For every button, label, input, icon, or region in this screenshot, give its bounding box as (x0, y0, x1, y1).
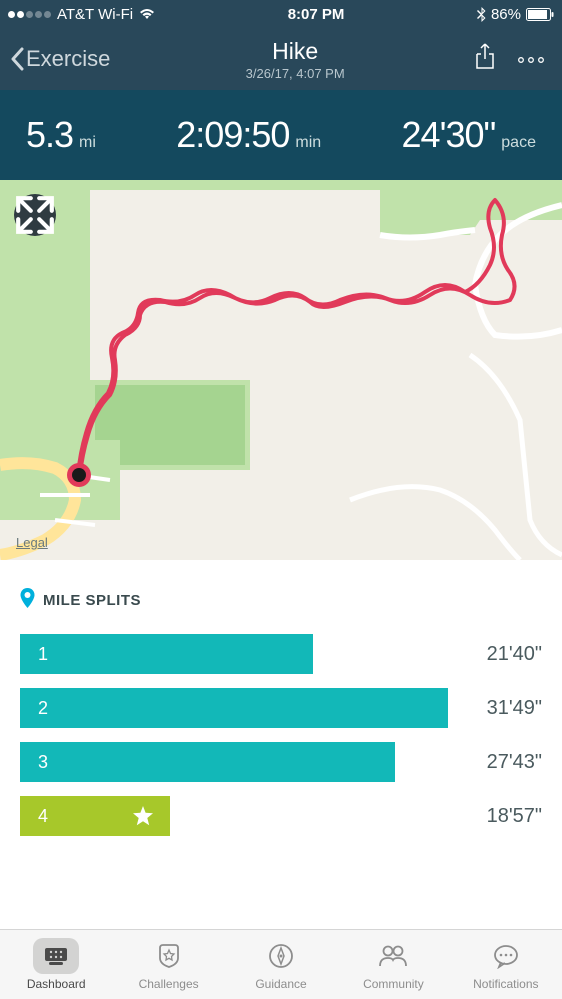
star-icon (132, 805, 154, 827)
splits-header: MILE SPLITS (20, 588, 542, 613)
split-time: 18'57" (462, 805, 542, 828)
distance-unit: mi (79, 134, 96, 152)
signal-dots (8, 11, 51, 18)
status-time: 8:07 PM (155, 6, 477, 23)
split-time: 27'43" (462, 751, 542, 774)
stats-bar: 5.3 mi 2:09:50 min 24'30" pace (0, 90, 562, 180)
page-title: Hike (116, 38, 474, 65)
more-button[interactable] (518, 50, 544, 68)
battery-icon (526, 8, 554, 21)
tab-label: Dashboard (27, 977, 86, 991)
notifications-icon (492, 943, 520, 969)
chevron-left-icon (10, 47, 24, 71)
back-label: Exercise (26, 46, 110, 72)
pace-stat: 24'30" pace (402, 114, 536, 156)
header: Exercise Hike 3/26/17, 4:07 PM (0, 28, 562, 90)
split-row: 2 31'49" (20, 685, 542, 731)
split-bar: 3 (20, 742, 395, 782)
back-button[interactable]: Exercise (4, 42, 116, 76)
status-right: 86% (477, 6, 554, 23)
split-bar: 4 (20, 796, 170, 836)
mile-splits-section: MILE SPLITS 1 21'40" 2 31'49" 3 27'43" 4 18'57" (0, 560, 562, 839)
tab-challenges[interactable]: Challenges (112, 930, 224, 999)
splits-title: MILE SPLITS (43, 592, 141, 609)
battery-percent: 86% (491, 6, 521, 23)
page-subtitle: 3/26/17, 4:07 PM (116, 66, 474, 81)
share-button[interactable] (474, 43, 496, 76)
split-time: 21'40" (462, 643, 542, 666)
tab-guidance[interactable]: Guidance (225, 930, 337, 999)
challenges-icon (155, 942, 183, 970)
pin-icon (20, 588, 35, 613)
distance-value: 5.3 (26, 114, 73, 156)
expand-map-button[interactable] (14, 194, 56, 236)
community-icon (377, 943, 409, 969)
map-canvas (0, 180, 562, 560)
dashboard-icon (41, 943, 71, 969)
split-bar: 1 (20, 634, 313, 674)
tab-community[interactable]: Community (337, 930, 449, 999)
status-left: AT&T Wi-Fi (8, 6, 155, 23)
tab-notifications[interactable]: Notifications (450, 930, 562, 999)
bluetooth-icon (477, 7, 486, 22)
duration-unit: min (295, 134, 321, 152)
header-center: Hike 3/26/17, 4:07 PM (116, 38, 474, 81)
tab-label: Challenges (139, 977, 199, 991)
guidance-icon (267, 942, 295, 970)
splits-rows: 1 21'40" 2 31'49" 3 27'43" 4 18'57" (20, 631, 542, 839)
map-legal-link[interactable]: Legal (16, 535, 48, 550)
tab-dashboard[interactable]: Dashboard (0, 930, 112, 999)
pace-unit: pace (501, 134, 536, 152)
distance-stat: 5.3 mi (26, 114, 96, 156)
pace-value: 24'30" (402, 114, 496, 156)
split-row: 1 21'40" (20, 631, 542, 677)
split-bar: 2 (20, 688, 448, 728)
duration-value: 2:09:50 (176, 114, 289, 156)
split-row: 3 27'43" (20, 739, 542, 785)
route-map[interactable]: Legal (0, 180, 562, 560)
tab-label: Community (363, 977, 424, 991)
wifi-icon (139, 8, 155, 20)
duration-stat: 2:09:50 min (176, 114, 321, 156)
tab-bar: Dashboard Challenges Guidance Community … (0, 929, 562, 999)
split-row: 4 18'57" (20, 793, 542, 839)
tab-label: Guidance (255, 977, 306, 991)
expand-icon (14, 194, 56, 236)
tab-label: Notifications (473, 977, 538, 991)
carrier-label: AT&T Wi-Fi (57, 6, 133, 23)
status-bar: AT&T Wi-Fi 8:07 PM 86% (0, 0, 562, 28)
split-time: 31'49" (462, 697, 542, 720)
